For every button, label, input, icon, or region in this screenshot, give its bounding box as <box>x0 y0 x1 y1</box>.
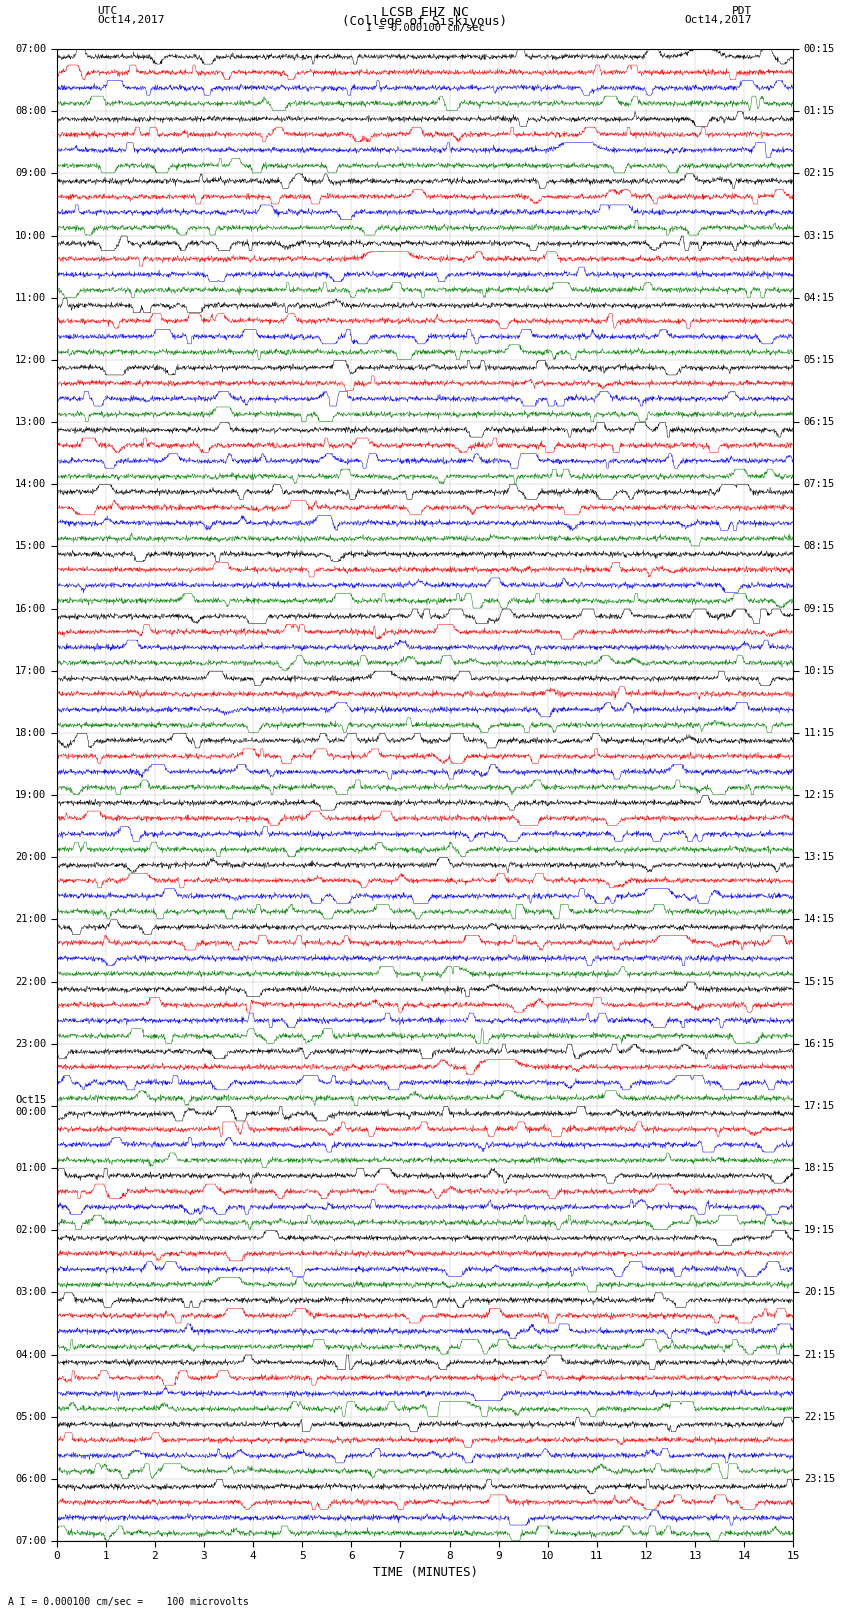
Text: I = 0.000100 cm/sec: I = 0.000100 cm/sec <box>366 24 484 34</box>
Text: A I = 0.000100 cm/sec =    100 microvolts: A I = 0.000100 cm/sec = 100 microvolts <box>8 1597 249 1607</box>
Text: (College of Siskiyous): (College of Siskiyous) <box>343 15 507 27</box>
Text: Oct14,2017: Oct14,2017 <box>685 15 752 24</box>
Text: PDT: PDT <box>732 5 752 16</box>
Text: Oct14,2017: Oct14,2017 <box>98 15 165 24</box>
Text: LCSB EHZ NC: LCSB EHZ NC <box>381 5 469 19</box>
X-axis label: TIME (MINUTES): TIME (MINUTES) <box>372 1566 478 1579</box>
Text: UTC: UTC <box>98 5 118 16</box>
